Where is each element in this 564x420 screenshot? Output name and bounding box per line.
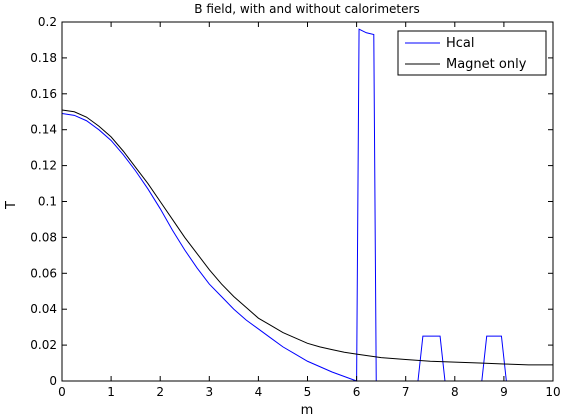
series-line-hcal <box>61 28 553 382</box>
chart-title: B field, with and without calorimeters <box>194 2 419 16</box>
x-tick-label: 10 <box>545 385 560 399</box>
y-tick-label: 0.14 <box>30 123 57 137</box>
y-tick-label: 0.08 <box>30 230 57 244</box>
x-tick-label: 1 <box>107 385 115 399</box>
plot-area <box>62 22 553 381</box>
legend-box <box>397 30 547 76</box>
y-tick-label: 0.12 <box>30 159 57 173</box>
legend: Hcal Magnet only <box>397 30 547 76</box>
x-tick-labels: 0 1 2 3 4 5 6 7 8 9 10 <box>58 385 560 399</box>
y-tick-label: 0.18 <box>30 51 57 65</box>
x-tick-label: 0 <box>58 385 66 399</box>
y-axis-label: T <box>4 201 19 210</box>
y-tick-label: 0 <box>49 374 57 388</box>
y-tick-label: 0.1 <box>38 195 57 209</box>
y-tick-labels: 0 0.02 0.04 0.06 0.08 0.1 0.12 0.14 0.16 0.18 0.2 <box>30 15 57 388</box>
x-tick-label: 2 <box>156 385 164 399</box>
y-tick-label: 0.02 <box>30 338 57 352</box>
x-tick-label: 7 <box>402 385 410 399</box>
y-tick-label: 0.2 <box>38 15 57 29</box>
legend-label-magnet-only: Magnet only <box>446 57 527 72</box>
x-tick-label: 5 <box>304 385 312 399</box>
plot-lines <box>61 28 553 382</box>
y-tick-label: 0.06 <box>30 266 57 280</box>
x-tick-label: 9 <box>500 385 508 399</box>
legend-label-hcal: Hcal <box>446 36 475 51</box>
series-line-magnet-only <box>61 109 553 366</box>
axes-box <box>61 21 554 382</box>
y-tick-label: 0.16 <box>30 87 57 101</box>
x-tick-label: 4 <box>255 385 263 399</box>
x-axis-label: m <box>301 403 314 418</box>
y-tick-label: 0.04 <box>30 302 57 316</box>
x-tick-label: 8 <box>451 385 459 399</box>
x-tick-label: 6 <box>353 385 361 399</box>
x-tick-label: 3 <box>205 385 213 399</box>
